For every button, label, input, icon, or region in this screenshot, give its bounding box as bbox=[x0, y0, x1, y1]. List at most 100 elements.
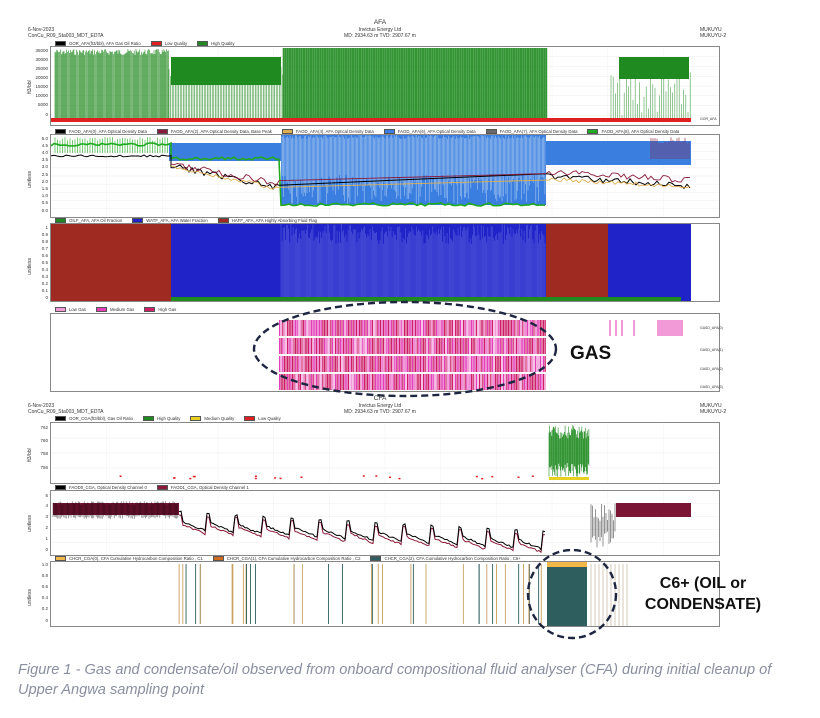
gas-cell bbox=[464, 320, 466, 336]
y-tick-label: 0.6 bbox=[41, 583, 48, 589]
gas-cell bbox=[530, 320, 532, 336]
gas-cell bbox=[499, 320, 501, 336]
y-tick-label: 2 bbox=[45, 524, 48, 530]
gas-cell bbox=[416, 374, 418, 390]
afa-optical-plot bbox=[51, 135, 719, 217]
gas-cell bbox=[511, 356, 513, 372]
gas-cell bbox=[463, 320, 465, 336]
gas-cell bbox=[410, 356, 412, 372]
gas-cell bbox=[482, 338, 484, 354]
gas-cell bbox=[440, 374, 442, 390]
gas-cell bbox=[338, 374, 340, 390]
gas-cell bbox=[394, 356, 396, 372]
y-tick-label: 0.0 bbox=[41, 207, 48, 213]
gas-cell bbox=[343, 356, 345, 372]
gas-cell bbox=[525, 356, 527, 372]
gas-cell bbox=[421, 338, 423, 354]
optical-yellow-trace bbox=[170, 165, 691, 190]
gas-cell bbox=[309, 356, 311, 372]
gas-cell bbox=[535, 338, 537, 354]
gas-cell bbox=[331, 338, 333, 354]
gas-cell bbox=[522, 320, 524, 336]
gas-cell bbox=[328, 356, 330, 372]
gas-cell bbox=[312, 356, 314, 372]
gas-cell bbox=[485, 374, 487, 390]
gas-cell bbox=[379, 338, 381, 354]
gas-cell bbox=[418, 374, 420, 390]
gas-cell bbox=[320, 338, 322, 354]
gas-cell bbox=[434, 320, 436, 336]
gas-cell bbox=[450, 338, 452, 354]
gas-cell bbox=[515, 356, 517, 372]
gas-cell bbox=[482, 374, 484, 390]
gas-cell bbox=[330, 320, 332, 336]
gas-cell bbox=[282, 338, 284, 354]
gas-cell bbox=[474, 374, 476, 390]
gas-cell bbox=[295, 320, 297, 336]
gas-cell bbox=[480, 320, 482, 336]
afa-fraction-panel bbox=[50, 223, 720, 302]
gas-cell bbox=[455, 356, 457, 372]
gas-cell bbox=[525, 338, 527, 354]
gas-cell bbox=[285, 338, 287, 354]
gas-cell bbox=[399, 338, 401, 354]
optical-green-spikes bbox=[54, 137, 168, 153]
gas-cell bbox=[418, 338, 420, 354]
composition-spike bbox=[492, 564, 494, 624]
cfa-composition-panel bbox=[50, 561, 720, 627]
gas-cell bbox=[351, 374, 353, 390]
low-quality-dot bbox=[300, 476, 303, 479]
gas-cell bbox=[453, 374, 455, 390]
gas-cell bbox=[464, 356, 466, 372]
gas-cell bbox=[520, 338, 522, 354]
gas-cell bbox=[392, 320, 394, 336]
gas-cell bbox=[533, 320, 535, 336]
gas-cell bbox=[434, 338, 436, 354]
gas-cell bbox=[461, 374, 463, 390]
gas-cell bbox=[525, 320, 527, 336]
gas-cell bbox=[299, 374, 301, 390]
gas-cell bbox=[415, 320, 417, 336]
gas-cell bbox=[544, 374, 546, 390]
gas-cell bbox=[459, 338, 461, 354]
oil-fraction-area bbox=[51, 224, 171, 301]
afa-optical-panel bbox=[50, 134, 720, 218]
gas-cell bbox=[511, 320, 513, 336]
gas-cell bbox=[327, 374, 329, 390]
low-quality-dot bbox=[362, 475, 365, 477]
gas-cell bbox=[541, 356, 543, 372]
gas-cell bbox=[349, 356, 351, 372]
gas-cell bbox=[327, 338, 329, 354]
gas-cell bbox=[421, 374, 423, 390]
low-quality-dot bbox=[481, 477, 484, 480]
gas-cell bbox=[515, 320, 517, 336]
gas-cell bbox=[431, 356, 433, 372]
gas-cell bbox=[335, 338, 337, 354]
gas-cell bbox=[458, 356, 460, 372]
gas-cell bbox=[507, 320, 509, 336]
gas-cell bbox=[480, 356, 482, 372]
gas-cell bbox=[539, 356, 541, 372]
gas-cell bbox=[299, 320, 301, 336]
gas-cell bbox=[368, 356, 370, 372]
gas-cell bbox=[328, 320, 330, 336]
gas-cell bbox=[523, 356, 525, 372]
gas-cell bbox=[515, 338, 517, 354]
gas-cell bbox=[357, 338, 359, 354]
gas-cell bbox=[408, 356, 410, 372]
cfa-composition-plot bbox=[178, 562, 628, 626]
c6-annotation: C6+ (OIL or CONDENSATE) bbox=[628, 573, 778, 615]
gas-cell bbox=[416, 320, 418, 336]
cfa-title: CFA bbox=[373, 395, 387, 402]
gas-cell bbox=[355, 374, 357, 390]
gas-cell bbox=[386, 320, 388, 336]
gas-cell bbox=[535, 374, 537, 390]
gas-cell bbox=[431, 338, 433, 354]
gas-cell bbox=[525, 374, 527, 390]
gas-cell bbox=[413, 338, 415, 354]
composition-spike bbox=[370, 564, 372, 624]
gas-cell bbox=[495, 338, 497, 354]
gas-cell bbox=[307, 338, 309, 354]
y-tick-label: 0.6 bbox=[41, 252, 48, 258]
gas-cell bbox=[335, 320, 337, 336]
